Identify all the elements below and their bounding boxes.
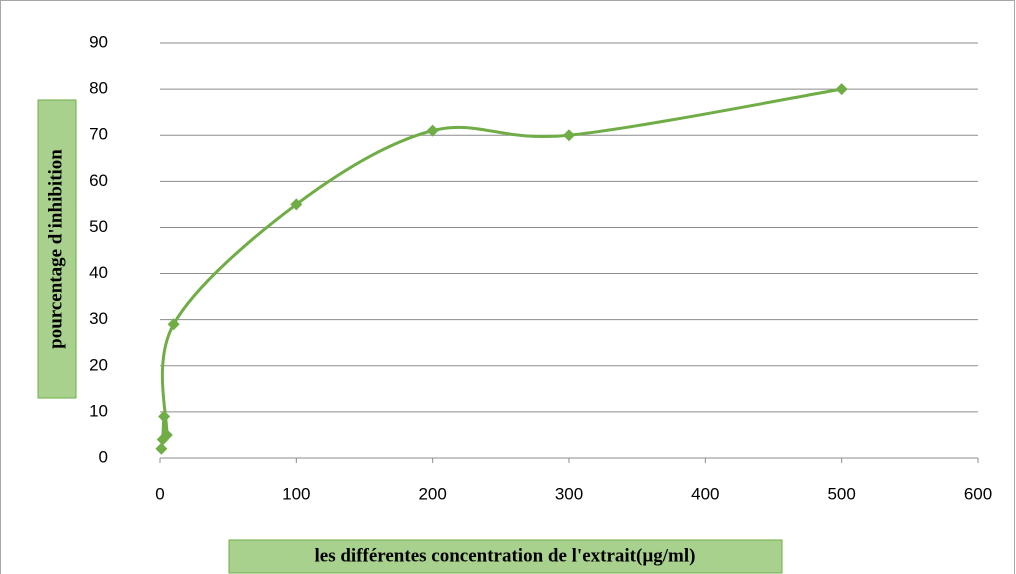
y-title-group: pourcentage d'inhibition: [37, 99, 77, 399]
y-tick-label: 20: [89, 355, 108, 374]
y-tick-label: 70: [89, 125, 108, 144]
y-title-box: [37, 99, 77, 399]
y-tick-label: 30: [89, 309, 108, 328]
marker: [158, 410, 171, 423]
x-tick-label: 0: [155, 484, 164, 503]
y-tick-label: 50: [89, 217, 108, 236]
x-title-box: [228, 539, 783, 574]
x-tick-label: 300: [555, 484, 583, 503]
y-tick-label: 80: [89, 79, 108, 98]
y-tick-label: 40: [89, 263, 108, 282]
marker: [563, 129, 575, 142]
y-axis-title: pourcentage d'inhibition: [45, 149, 66, 349]
x-title-group: les différentes concentration de l'extra…: [228, 539, 783, 574]
y-tick-label: 10: [89, 401, 108, 420]
x-tick-label: 400: [691, 484, 719, 503]
x-tick-label: 100: [282, 484, 310, 503]
marker: [290, 198, 303, 211]
y-tick-label: 90: [89, 32, 108, 51]
y-tick-label: 0: [99, 447, 108, 466]
marker: [167, 318, 180, 331]
y-tick-label: 60: [89, 171, 108, 190]
marker: [426, 124, 439, 137]
x-tick-label: 500: [827, 484, 855, 503]
marker: [155, 442, 168, 455]
x-axis-title: les différentes concentration de l'extra…: [315, 545, 696, 566]
x-tick-label: 200: [418, 484, 446, 503]
marker: [160, 428, 173, 441]
marker: [835, 83, 848, 96]
x-tick-label: 600: [964, 484, 992, 503]
